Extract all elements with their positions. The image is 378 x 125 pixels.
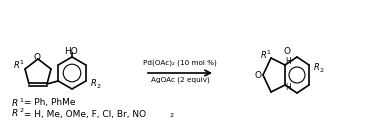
Text: 2: 2 (19, 108, 23, 114)
Text: H: H (285, 58, 291, 66)
Text: R: R (12, 98, 18, 108)
Text: 2: 2 (320, 68, 324, 72)
Text: 1: 1 (19, 60, 23, 66)
Text: HO: HO (64, 46, 78, 56)
Text: 2: 2 (170, 113, 174, 118)
Text: O: O (284, 48, 291, 56)
Text: O: O (34, 53, 40, 62)
Text: R: R (14, 62, 20, 70)
Text: R: R (91, 78, 97, 88)
Text: 1: 1 (19, 98, 23, 102)
Text: O: O (254, 70, 262, 80)
Text: = H, Me, OMe, F, Cl, Br, NO: = H, Me, OMe, F, Cl, Br, NO (21, 110, 146, 118)
Text: R: R (12, 110, 18, 118)
Text: AgOAc (2 equiv): AgOAc (2 equiv) (150, 77, 209, 83)
Text: H: H (285, 84, 291, 92)
Text: = Ph, PhMe: = Ph, PhMe (21, 98, 76, 108)
Text: R: R (314, 62, 320, 72)
Text: R: R (261, 52, 267, 60)
Text: Pd(OAc)₂ (10 mol %): Pd(OAc)₂ (10 mol %) (143, 60, 217, 66)
Text: 1: 1 (266, 50, 270, 56)
Text: 2: 2 (97, 84, 101, 88)
